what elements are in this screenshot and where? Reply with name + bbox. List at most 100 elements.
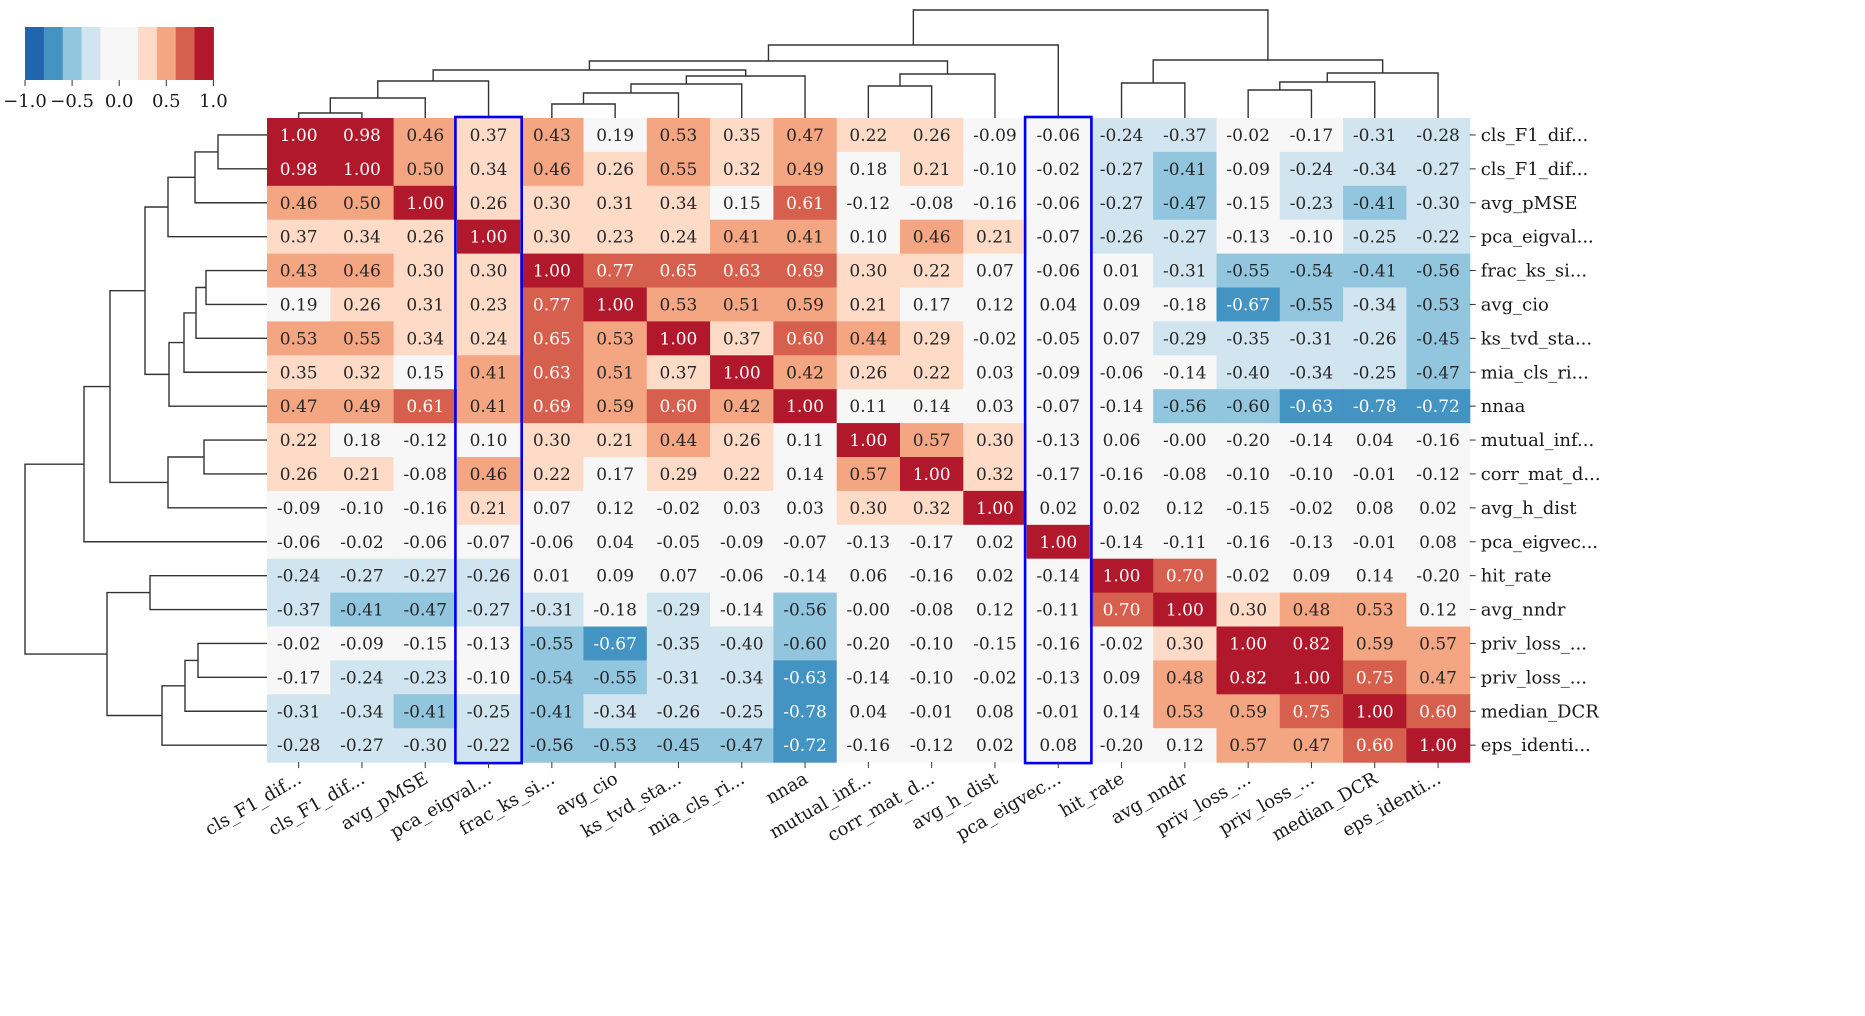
heatmap-cell [583, 457, 648, 492]
heatmap-cell [1153, 626, 1218, 661]
row-label: avg_cio [1481, 294, 1549, 315]
cell-value: 0.30 [849, 499, 887, 519]
cell-value: 0.03 [786, 499, 824, 519]
heatmap-cell [1279, 151, 1344, 187]
cell-value: 0.12 [976, 601, 1014, 621]
heatmap-cell [1406, 490, 1471, 526]
cell-value: 0.46 [913, 228, 951, 248]
heatmap-cell [963, 185, 1028, 221]
cell-value: 0.26 [280, 465, 318, 485]
cell-value: -0.13 [1036, 668, 1080, 688]
heatmap-cell [1026, 626, 1091, 661]
heatmap-cell [773, 660, 838, 695]
heatmap-cell [1026, 728, 1091, 763]
heatmap-cell [520, 321, 585, 356]
cell-value: -0.14 [847, 668, 891, 688]
cell-value: 0.77 [533, 295, 571, 315]
heatmap-cell [1343, 355, 1407, 390]
cell-value: -0.14 [1163, 363, 1207, 383]
heatmap-cell [330, 151, 395, 187]
cell-value: -0.08 [910, 601, 954, 621]
heatmap-cell [1153, 287, 1218, 322]
heatmap-cell [393, 287, 458, 322]
heatmap-cell [1343, 694, 1407, 729]
heatmap-cell [1343, 626, 1407, 661]
heatmap-cell [456, 524, 521, 560]
cell-value: 0.46 [406, 126, 444, 146]
heatmap-cell [900, 287, 964, 322]
dendrogram-link [767, 44, 1059, 118]
heatmap-cell [900, 219, 964, 255]
cell-value: 0.14 [786, 465, 824, 485]
cell-value: -0.08 [1163, 465, 1207, 485]
heatmap-cell [1279, 660, 1344, 695]
heatmap-cell [1153, 423, 1218, 458]
cell-value: 0.51 [596, 363, 634, 383]
heatmap-cell [646, 694, 711, 729]
heatmap-cell [900, 185, 964, 221]
cell-value: -0.63 [1290, 397, 1334, 417]
heatmap-cell [1343, 490, 1407, 526]
heatmap-cell [1089, 524, 1154, 560]
cell-value: 0.10 [470, 431, 508, 451]
cell-value: 0.34 [470, 160, 508, 180]
cell-value: 0.43 [533, 126, 571, 146]
dendrogram-link [144, 206, 169, 376]
cell-value: 0.63 [533, 363, 571, 383]
cell-value: 0.22 [849, 126, 887, 146]
cell-value: 0.21 [470, 499, 508, 519]
row-label: hit_rate [1481, 566, 1552, 587]
heatmap-cell [900, 457, 964, 492]
heatmap-cell [330, 490, 395, 526]
cell-value: 0.46 [280, 194, 318, 214]
cell-value: -0.55 [1226, 262, 1270, 282]
colorbar-tick-label: −1.0 [3, 91, 47, 112]
cell-value: 0.26 [849, 363, 887, 383]
cell-value: 0.09 [596, 567, 634, 587]
heatmap-cell [1026, 660, 1091, 695]
cell-value: 1.00 [849, 431, 887, 451]
cell-value: 0.57 [913, 431, 951, 451]
cell-value: -0.09 [720, 533, 764, 553]
cell-value: -0.07 [1036, 228, 1080, 248]
cell-value: -0.06 [1036, 194, 1080, 214]
heatmap-cell [267, 524, 331, 560]
cell-value: -0.27 [1100, 160, 1144, 180]
cell-value: 1.00 [343, 160, 381, 180]
heatmap-cell [393, 185, 458, 221]
heatmap-cell [267, 185, 331, 221]
cell-value: 0.48 [1166, 668, 1204, 688]
cell-value: 0.09 [1103, 295, 1141, 315]
heatmap-cell [1026, 423, 1091, 458]
heatmap-cell [773, 185, 838, 221]
cell-value: -0.25 [720, 702, 764, 722]
heatmap-cell [1279, 253, 1344, 289]
cell-value: -0.02 [1036, 160, 1080, 180]
heatmap-cell [1153, 694, 1218, 729]
cell-value: 0.04 [1356, 431, 1394, 451]
heatmap-cell [1026, 219, 1091, 255]
heatmap-cell [646, 728, 711, 763]
cell-value: -0.06 [277, 533, 321, 553]
heatmap-cell [836, 287, 901, 322]
row-label: ks_tvd_sta... [1481, 328, 1592, 349]
heatmap-cell [583, 389, 648, 424]
heatmap-cell [267, 219, 331, 255]
row-labels: cls_F1_dif... cls_F1_dif... avg_pMSE pca_ei… [1469, 125, 1601, 756]
dendrogram-link [24, 463, 107, 655]
cell-value: -0.10 [973, 160, 1017, 180]
cell-value: -0.25 [1353, 228, 1397, 248]
cell-value: 0.03 [723, 499, 761, 519]
heatmap-cell [520, 457, 585, 492]
cell-value: -0.01 [1353, 533, 1397, 553]
cell-value: -0.55 [1290, 295, 1334, 315]
heatmap-cell [520, 558, 585, 594]
heatmap-cell [267, 558, 331, 594]
cell-value: 0.12 [1166, 736, 1204, 756]
cell-value: -0.27 [403, 567, 447, 587]
heatmap-cell [710, 626, 774, 661]
cell-value: -0.60 [1226, 397, 1270, 417]
heatmap-cell [900, 253, 964, 289]
dendrogram-link [912, 9, 1269, 60]
heatmap-cell [1279, 219, 1344, 255]
